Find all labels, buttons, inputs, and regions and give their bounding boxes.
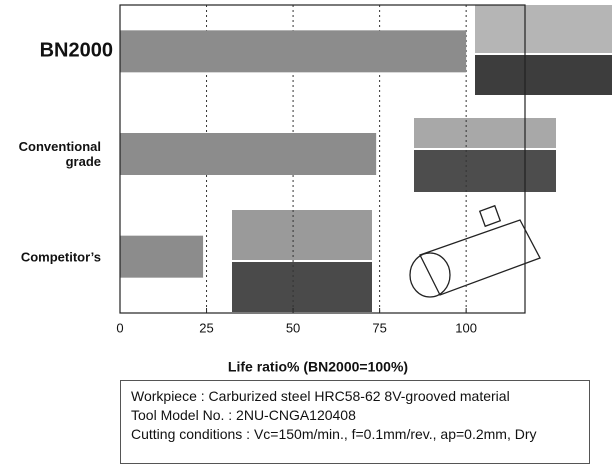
conditions-box: Workpiece : Carburized steel HRC58-62 8V… xyxy=(120,380,590,464)
x-tick-label: 0 xyxy=(116,320,123,335)
photo xyxy=(232,210,372,260)
note-line: Cutting conditions : Vc=150m/min., f=0.1… xyxy=(131,426,537,442)
x-tick-label: 25 xyxy=(199,320,213,335)
bar xyxy=(120,30,467,73)
bar xyxy=(120,133,377,175)
x-tick-label: 75 xyxy=(372,320,386,335)
bar xyxy=(120,235,204,278)
photo xyxy=(414,150,556,192)
plot-frame xyxy=(119,4,526,314)
y-tick-label: Competitor’s xyxy=(20,249,101,265)
x-tick-label: 50 xyxy=(286,320,300,335)
x-tick-label: 100 xyxy=(455,320,477,335)
photo xyxy=(414,118,556,148)
note-line: Workpiece : Carburized steel HRC58-62 8V… xyxy=(131,388,510,404)
photo xyxy=(475,55,612,95)
photo xyxy=(232,262,372,312)
y-tick-label: BN2000 xyxy=(39,39,113,62)
y-tick-label: Conventional grade xyxy=(18,139,101,169)
tool-illustration xyxy=(409,204,541,298)
note-line: Tool Model No. : 2NU-CNGA120408 xyxy=(131,407,356,423)
photo xyxy=(475,5,612,53)
x-axis-label: Life ratio% (BN2000=100%) xyxy=(228,359,408,375)
